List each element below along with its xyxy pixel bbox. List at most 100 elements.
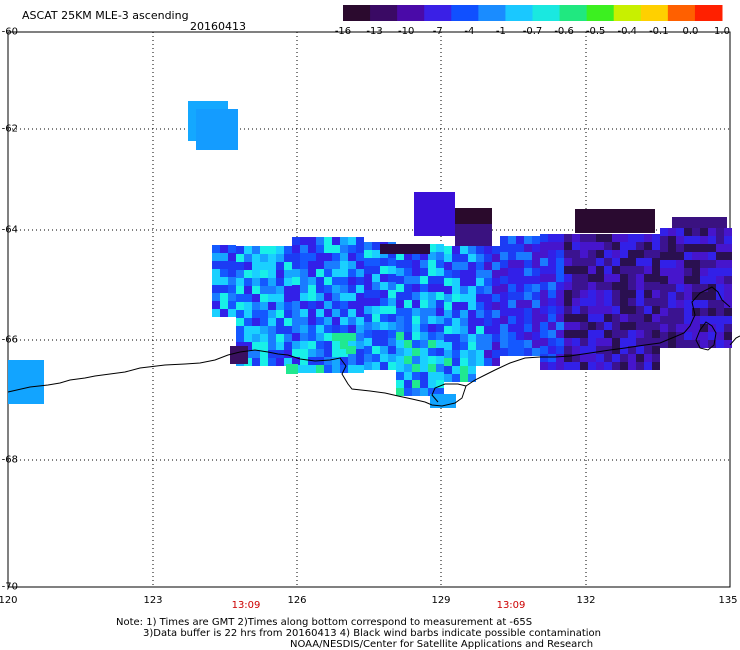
swath-cell bbox=[668, 308, 676, 316]
swath-cell bbox=[580, 242, 588, 250]
swath-cell bbox=[284, 254, 292, 262]
swath-cell bbox=[372, 258, 380, 266]
swath-cell bbox=[620, 354, 628, 362]
swath-cell bbox=[404, 284, 412, 292]
swath-cell bbox=[644, 330, 652, 338]
swath-cell bbox=[684, 292, 692, 300]
swath-cell bbox=[260, 326, 268, 334]
swath-cell bbox=[588, 274, 596, 282]
swath-cell bbox=[420, 300, 428, 308]
swath-cell bbox=[516, 284, 524, 292]
swath-cell bbox=[380, 298, 388, 306]
swath-cell bbox=[348, 341, 356, 349]
swath-cell bbox=[332, 261, 340, 269]
swath-cell bbox=[396, 324, 404, 332]
swath-cell bbox=[524, 308, 532, 316]
swath-cell bbox=[692, 260, 700, 268]
swath-cell bbox=[316, 349, 324, 357]
swath-cell bbox=[684, 268, 692, 276]
swath-cell bbox=[316, 341, 324, 349]
swath-cell bbox=[252, 318, 260, 326]
swath-cell bbox=[588, 250, 596, 258]
swath-cell bbox=[324, 349, 332, 357]
swath-cell bbox=[716, 276, 724, 284]
swath-cell bbox=[332, 325, 340, 333]
swath-cell bbox=[276, 334, 284, 342]
swath-cell bbox=[692, 268, 700, 276]
swath-cell bbox=[340, 325, 348, 333]
swath-cell bbox=[428, 276, 436, 284]
swath-cell bbox=[356, 253, 364, 261]
colorbar-swatch bbox=[451, 5, 479, 21]
swath-cell bbox=[660, 228, 668, 236]
swath-cell bbox=[388, 306, 396, 314]
swath-cell bbox=[316, 301, 324, 309]
swath-cell bbox=[492, 246, 500, 254]
colorbar-label: 1.0 bbox=[714, 26, 730, 37]
swath-cell bbox=[332, 285, 340, 293]
swath-cell bbox=[292, 333, 300, 341]
swath-cell bbox=[420, 380, 428, 388]
swath-cell bbox=[444, 246, 452, 254]
swath-cell bbox=[260, 334, 268, 342]
swath-cell bbox=[300, 245, 308, 253]
swath-cell bbox=[404, 388, 412, 396]
swath-cell bbox=[380, 338, 388, 346]
swath-cell bbox=[388, 290, 396, 298]
swath-cell bbox=[652, 242, 660, 250]
swath-cell bbox=[308, 285, 316, 293]
swath-cell bbox=[412, 356, 420, 364]
swath-cell bbox=[220, 245, 228, 253]
swath-cell bbox=[556, 314, 564, 322]
swath-cell bbox=[700, 276, 708, 284]
swath-cell bbox=[260, 318, 268, 326]
swath-cell bbox=[532, 252, 540, 260]
swath-cell bbox=[212, 285, 220, 293]
swath-cell bbox=[484, 286, 492, 294]
swath-cell bbox=[572, 322, 580, 330]
swath-cell bbox=[388, 330, 396, 338]
swath-cell bbox=[708, 252, 716, 260]
swath-cell bbox=[276, 278, 284, 286]
swath-cell bbox=[284, 262, 292, 270]
swath-cell bbox=[468, 334, 476, 342]
swath-cell bbox=[564, 330, 572, 338]
swath-cell bbox=[436, 316, 444, 324]
swath-cell bbox=[708, 332, 716, 340]
swath-cell bbox=[700, 340, 708, 348]
swath-cell bbox=[300, 317, 308, 325]
swath-cell bbox=[652, 258, 660, 266]
swath-cell bbox=[396, 364, 404, 372]
swath-cell bbox=[556, 242, 564, 250]
swath-cell bbox=[324, 285, 332, 293]
swath-cell bbox=[492, 254, 500, 262]
swath-cell bbox=[396, 252, 404, 260]
swath-cell bbox=[724, 260, 732, 268]
swath-cell bbox=[252, 358, 260, 366]
swath-cell bbox=[468, 318, 476, 326]
swath-cell bbox=[268, 342, 276, 350]
swath-cell bbox=[476, 358, 484, 366]
swath-cell bbox=[716, 340, 724, 348]
swath-cell bbox=[396, 268, 404, 276]
swath-cell bbox=[700, 244, 708, 252]
swath-cell bbox=[244, 278, 252, 286]
swath-cell bbox=[580, 274, 588, 282]
swath-cell bbox=[500, 316, 508, 324]
swath-cell bbox=[372, 266, 380, 274]
swath-cell bbox=[516, 308, 524, 316]
swath-cell bbox=[372, 306, 380, 314]
swath-cell bbox=[724, 324, 732, 332]
swath-cell bbox=[684, 228, 692, 236]
swath-cell bbox=[596, 274, 604, 282]
swath-cell bbox=[532, 340, 540, 348]
colorbar-swatch bbox=[694, 5, 723, 21]
swath-cell bbox=[716, 236, 724, 244]
swath-cell bbox=[628, 338, 636, 346]
swath-cell bbox=[460, 310, 468, 318]
swath-cell bbox=[548, 258, 556, 266]
swath-cell bbox=[348, 293, 356, 301]
swath-cell bbox=[564, 322, 572, 330]
swath-cell bbox=[596, 330, 604, 338]
